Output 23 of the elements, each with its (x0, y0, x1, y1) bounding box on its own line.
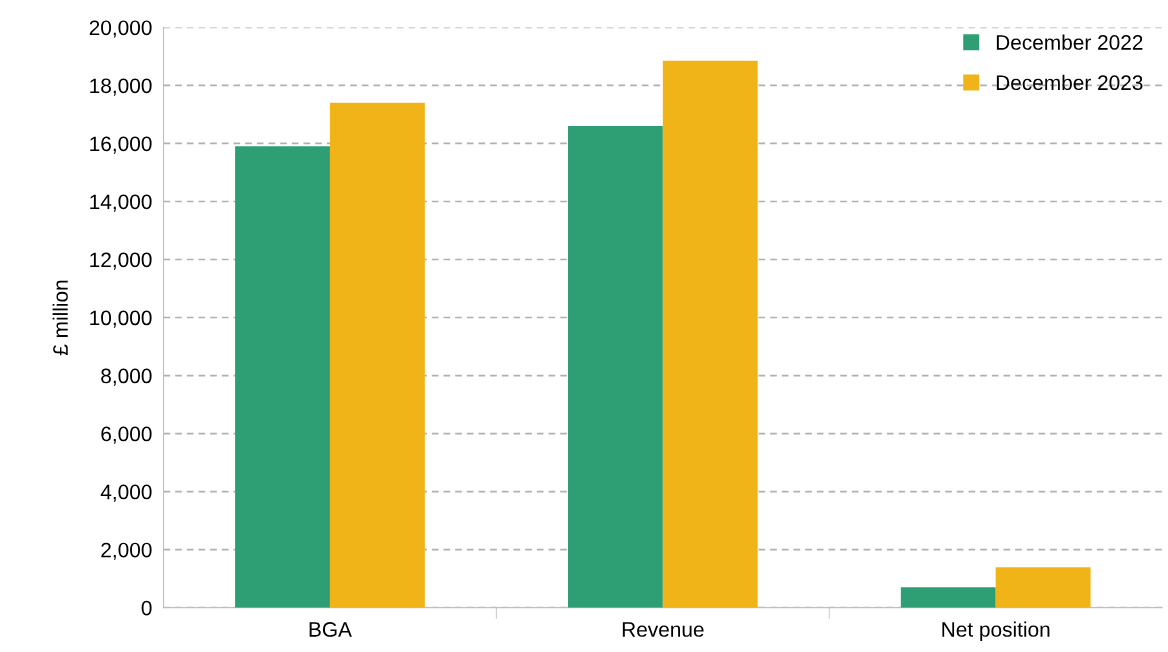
y-axis-title: £ million (52, 280, 68, 356)
y-tick-label: 4,000 (100, 484, 152, 502)
y-tick-label: 2,000 (101, 542, 152, 560)
y-tick-label: 18,000 (90, 78, 152, 96)
bar (235, 146, 330, 608)
bar (900, 587, 996, 608)
x-tick-label: Revenue (622, 622, 704, 637)
x-tick-label: BGA (309, 622, 352, 637)
y-tick-label: 6,000 (101, 426, 152, 444)
bar (567, 126, 663, 608)
bar (662, 60, 758, 608)
bar (995, 567, 1091, 608)
y-tick-label: 14,000 (90, 194, 152, 212)
y-tick-label: 20,000 (89, 20, 152, 38)
legend-label: December 2023 (996, 74, 1143, 91)
x-tick-label: Net position (942, 621, 1050, 641)
y-tick-label: 0 (141, 600, 152, 616)
y-tick-label: 12,000 (90, 252, 152, 270)
y-tick-label: 8,000 (101, 368, 152, 386)
legend-label: December 2022 (996, 34, 1143, 50)
y-tick-label: 10,000 (90, 310, 152, 328)
y-tick-label: 16,000 (90, 136, 152, 154)
bar (329, 102, 425, 608)
